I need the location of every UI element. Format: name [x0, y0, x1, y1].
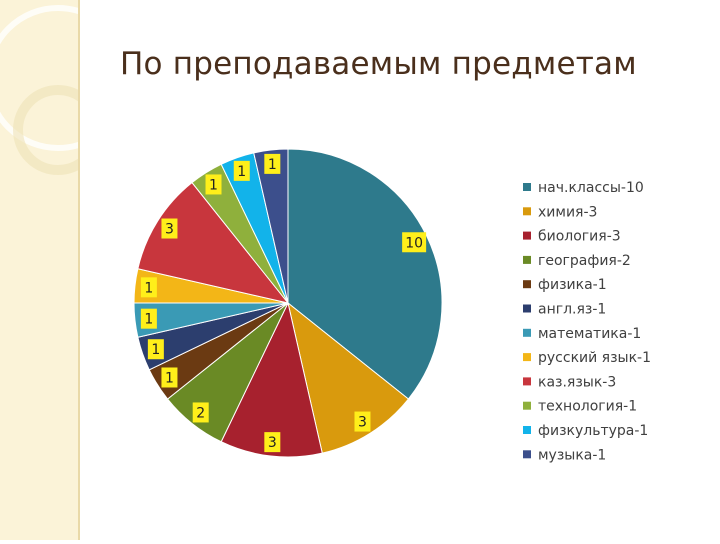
data-label-text: 1	[209, 177, 218, 193]
data-label-2: 3	[354, 411, 371, 432]
data-label-3: 3	[264, 432, 281, 453]
legend-item-8: русский язык-1	[523, 350, 651, 366]
data-label-1: 10	[402, 232, 427, 253]
data-label-box	[354, 411, 371, 432]
data-label-box	[264, 153, 281, 174]
legend-item-2: химия-3	[523, 204, 597, 220]
data-label-text: 3	[268, 435, 277, 451]
data-label-box	[264, 432, 281, 453]
legend-item-7: математика-1	[523, 326, 641, 342]
legend-swatch	[523, 401, 531, 410]
pie-slices	[133, 148, 443, 458]
legend-swatch	[523, 304, 531, 313]
data-label-8: 1	[140, 277, 157, 298]
slide-title: По преподаваемым предметам	[120, 46, 637, 82]
data-label-box	[161, 367, 178, 388]
legend-swatch	[523, 255, 531, 264]
legend-item-4: география-2	[523, 253, 631, 269]
data-label-text: 1	[151, 342, 160, 358]
legend-swatch	[523, 377, 531, 386]
pie-slice-1	[287, 148, 443, 400]
data-label-7: 1	[140, 308, 157, 329]
legend-swatch	[523, 183, 531, 191]
legend-label: география-2	[538, 253, 631, 269]
pie-slice-2	[287, 301, 410, 454]
legend-label: физика-1	[538, 277, 607, 293]
data-label-12: 1	[264, 153, 281, 174]
legend-swatch	[523, 280, 531, 289]
data-label-box	[147, 339, 164, 360]
legend-swatch	[523, 207, 531, 216]
data-label-box	[140, 308, 157, 329]
chart-legend: нач.классы-10 химия-3 биология-3 география-…	[523, 180, 651, 463]
data-label-text: 3	[165, 222, 174, 238]
legend-item-1: нач.классы-10	[523, 180, 644, 196]
data-label-6: 1	[147, 339, 164, 360]
legend-item-3: биология-3	[523, 229, 621, 245]
data-label-text: 1	[144, 280, 153, 296]
data-label-box	[140, 277, 157, 298]
legend-label: физкультура-1	[538, 423, 648, 439]
legend-swatch	[523, 328, 531, 337]
legend-swatch	[523, 450, 531, 459]
legend-label: биология-3	[538, 229, 621, 245]
data-label-4: 2	[192, 402, 209, 423]
legend-label: каз.язык-3	[538, 374, 616, 390]
legend-label: химия-3	[538, 204, 597, 220]
data-label-11: 1	[233, 160, 250, 181]
legend-swatch	[523, 353, 531, 362]
legend-label: англ.яз-1	[538, 302, 606, 318]
data-label-9: 3	[161, 218, 178, 239]
data-label-text: 1	[237, 164, 246, 180]
legend-label: технология-1	[538, 399, 637, 415]
decorative-side-strip	[0, 0, 131, 540]
data-label-text: 1	[268, 157, 277, 173]
legend-item-9: каз.язык-3	[523, 374, 616, 390]
pie-slice-9	[137, 181, 290, 304]
legend-label: математика-1	[538, 326, 641, 342]
legend-swatch	[523, 426, 531, 434]
pie-slice-3	[220, 301, 323, 458]
pie-slice-12	[253, 148, 289, 304]
data-label-text: 1	[144, 312, 153, 328]
data-label-box	[205, 174, 222, 195]
legend-item-5: физика-1	[523, 277, 607, 293]
legend-item-12: музыка-1	[523, 447, 606, 463]
data-label-text: 1	[165, 370, 174, 386]
data-label-box	[402, 232, 427, 253]
legend-item-11: физкультура-1	[523, 423, 648, 439]
data-label-10: 1	[205, 174, 222, 195]
data-label-text: 3	[358, 415, 367, 431]
data-label-box	[233, 160, 250, 181]
legend-item-6: англ.яз-1	[523, 302, 606, 318]
data-label-5: 1	[161, 367, 178, 388]
data-label-box	[192, 402, 209, 423]
legend-label: музыка-1	[538, 447, 606, 463]
legend-label: русский язык-1	[538, 350, 651, 366]
legend-swatch	[523, 231, 531, 240]
legend-label: нач.классы-10	[538, 180, 644, 196]
data-label-box	[161, 218, 178, 239]
data-label-text: 2	[196, 405, 205, 421]
legend-item-10: технология-1	[523, 399, 637, 415]
data-label-text: 10	[405, 235, 423, 251]
